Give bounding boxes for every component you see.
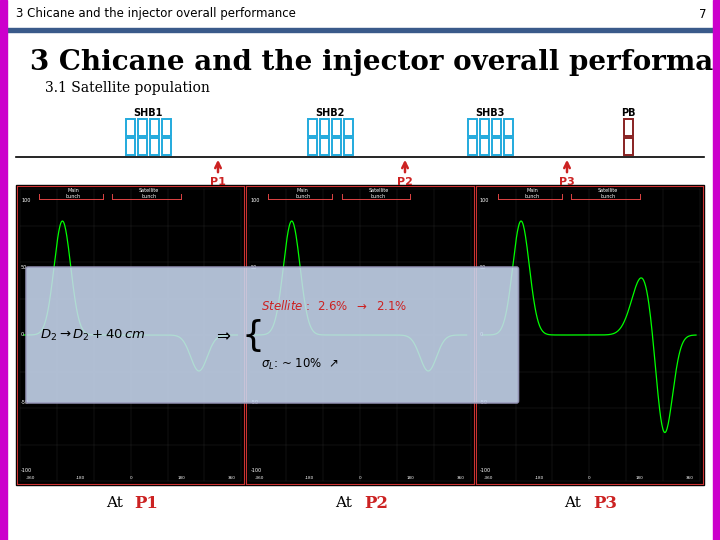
Bar — [161, 138, 171, 155]
Bar — [467, 119, 477, 136]
Text: 3 Chicane and the injector overall performance: 3 Chicane and the injector overall perfo… — [30, 49, 720, 76]
Bar — [492, 119, 500, 136]
Text: -180: -180 — [305, 476, 315, 480]
Text: 50: 50 — [480, 265, 486, 270]
Text: 360: 360 — [686, 476, 694, 480]
Text: PB: PB — [621, 108, 635, 118]
Text: SHB1: SHB1 — [133, 108, 163, 118]
Text: -100: -100 — [480, 468, 491, 472]
Text: P1: P1 — [135, 495, 158, 511]
Text: Main
bunch: Main bunch — [66, 188, 81, 199]
Text: 180: 180 — [407, 476, 414, 480]
Bar — [320, 119, 328, 136]
Text: Main
bunch: Main bunch — [295, 188, 310, 199]
Text: Main
bunch: Main bunch — [524, 188, 539, 199]
Bar — [125, 119, 135, 136]
Text: 3.1 Satellite population: 3.1 Satellite population — [45, 81, 210, 95]
Text: 0: 0 — [359, 476, 361, 480]
Text: 50: 50 — [251, 265, 256, 270]
FancyBboxPatch shape — [26, 267, 518, 403]
Bar — [480, 119, 488, 136]
Text: P1: P1 — [210, 177, 226, 187]
Text: -50: -50 — [251, 400, 258, 405]
Text: Satellite
bunch: Satellite bunch — [139, 188, 159, 199]
Text: -360: -360 — [25, 476, 35, 480]
Bar — [16, 185, 704, 485]
Text: P3: P3 — [559, 177, 575, 187]
Bar — [150, 138, 158, 155]
Bar — [138, 138, 146, 155]
Text: 100: 100 — [251, 198, 260, 202]
Text: -100: -100 — [21, 468, 32, 472]
Text: At: At — [106, 496, 122, 510]
Text: -100: -100 — [251, 468, 261, 472]
Bar — [150, 119, 158, 136]
Bar — [7, 28, 713, 32]
Bar — [331, 119, 341, 136]
Text: 180: 180 — [636, 476, 644, 480]
Text: At: At — [335, 496, 352, 510]
Text: SHB2: SHB2 — [315, 108, 345, 118]
Text: 0: 0 — [251, 333, 253, 338]
Text: P2: P2 — [397, 177, 413, 187]
Text: 180: 180 — [177, 476, 185, 480]
Text: Satellite
bunch: Satellite bunch — [598, 188, 618, 199]
Text: 0: 0 — [588, 476, 590, 480]
Bar — [492, 138, 500, 155]
Text: -360: -360 — [484, 476, 493, 480]
Text: -180: -180 — [534, 476, 544, 480]
Bar — [467, 138, 477, 155]
Bar — [503, 119, 513, 136]
Text: $\Rightarrow$: $\Rightarrow$ — [213, 326, 231, 344]
Text: P3: P3 — [593, 495, 617, 511]
Bar — [624, 138, 632, 155]
Text: 0: 0 — [21, 333, 24, 338]
Bar — [307, 119, 317, 136]
Text: P2: P2 — [364, 495, 388, 511]
Text: 100: 100 — [21, 198, 30, 202]
Text: $\mathit{Stellite}$ :  2.6%  $\rightarrow$  2.1%: $\mathit{Stellite}$ : 2.6% $\rightarrow$… — [261, 299, 408, 313]
Bar — [125, 138, 135, 155]
Bar — [161, 119, 171, 136]
Text: 100: 100 — [480, 198, 489, 202]
Bar — [343, 119, 353, 136]
Text: -360: -360 — [255, 476, 264, 480]
Bar — [138, 119, 146, 136]
Bar — [713, 0, 720, 540]
Text: 360: 360 — [228, 476, 235, 480]
Text: $D_2 \rightarrow D_2 + 40\,cm$: $D_2 \rightarrow D_2 + 40\,cm$ — [40, 327, 145, 342]
Bar — [7, 0, 713, 28]
Text: 0: 0 — [130, 476, 132, 480]
Text: -50: -50 — [21, 400, 29, 405]
Text: $\{$: $\{$ — [241, 316, 261, 354]
Text: Satellite
bunch: Satellite bunch — [368, 188, 389, 199]
Bar — [480, 138, 488, 155]
Text: At: At — [564, 496, 581, 510]
Bar — [307, 138, 317, 155]
Text: 50: 50 — [21, 265, 27, 270]
Text: -180: -180 — [76, 476, 85, 480]
Bar — [503, 138, 513, 155]
Bar — [320, 138, 328, 155]
Bar — [624, 119, 632, 136]
Text: SHB3: SHB3 — [475, 108, 505, 118]
Bar — [331, 138, 341, 155]
Text: 7: 7 — [698, 8, 706, 21]
Bar — [343, 138, 353, 155]
Text: -50: -50 — [480, 400, 487, 405]
Text: 3 Chicane and the injector overall performance: 3 Chicane and the injector overall perfo… — [16, 8, 296, 21]
Text: 0: 0 — [480, 333, 483, 338]
Text: $\sigma_L$: ~ 10%  ↗: $\sigma_L$: ~ 10% ↗ — [261, 356, 338, 372]
Bar — [0, 0, 7, 540]
Text: 360: 360 — [456, 476, 464, 480]
